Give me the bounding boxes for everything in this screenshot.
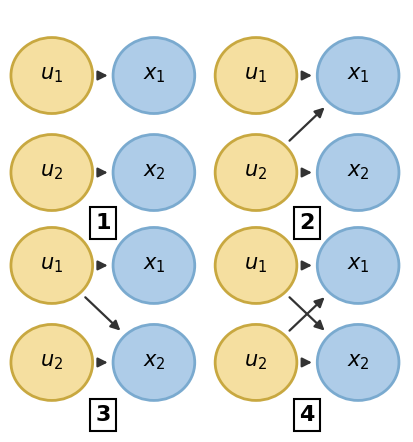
Text: $x_{2}$: $x_{2}$ [142, 163, 165, 182]
Ellipse shape [113, 228, 194, 304]
Ellipse shape [11, 324, 93, 400]
Text: 3: 3 [95, 405, 110, 425]
Text: $u_{1}$: $u_{1}$ [40, 255, 63, 275]
Ellipse shape [113, 38, 194, 114]
Ellipse shape [215, 324, 296, 400]
Text: $x_{1}$: $x_{1}$ [346, 66, 369, 85]
Text: $x_{2}$: $x_{2}$ [346, 163, 369, 182]
Ellipse shape [215, 228, 296, 304]
Ellipse shape [215, 38, 296, 114]
Text: $u_{1}$: $u_{1}$ [40, 66, 63, 85]
Ellipse shape [316, 228, 398, 304]
Ellipse shape [113, 324, 194, 400]
Text: $u_{1}$: $u_{1}$ [244, 66, 267, 85]
Text: $u_{1}$: $u_{1}$ [244, 255, 267, 275]
Text: $x_{2}$: $x_{2}$ [142, 353, 165, 372]
Ellipse shape [113, 134, 194, 210]
Text: 2: 2 [299, 213, 314, 233]
Ellipse shape [316, 38, 398, 114]
Text: $x_{1}$: $x_{1}$ [142, 255, 165, 275]
Text: 4: 4 [299, 405, 314, 425]
Ellipse shape [11, 228, 93, 304]
Text: $u_{2}$: $u_{2}$ [40, 353, 63, 372]
Ellipse shape [11, 38, 93, 114]
Ellipse shape [215, 134, 296, 210]
Ellipse shape [316, 134, 398, 210]
Text: 1: 1 [95, 213, 110, 233]
Text: $x_{1}$: $x_{1}$ [142, 66, 165, 85]
Ellipse shape [11, 134, 93, 210]
Text: $x_{1}$: $x_{1}$ [346, 255, 369, 275]
Text: $u_{2}$: $u_{2}$ [244, 163, 267, 182]
Text: $u_{2}$: $u_{2}$ [40, 163, 63, 182]
Text: $u_{2}$: $u_{2}$ [244, 353, 267, 372]
Text: $x_{2}$: $x_{2}$ [346, 353, 369, 372]
Ellipse shape [316, 324, 398, 400]
